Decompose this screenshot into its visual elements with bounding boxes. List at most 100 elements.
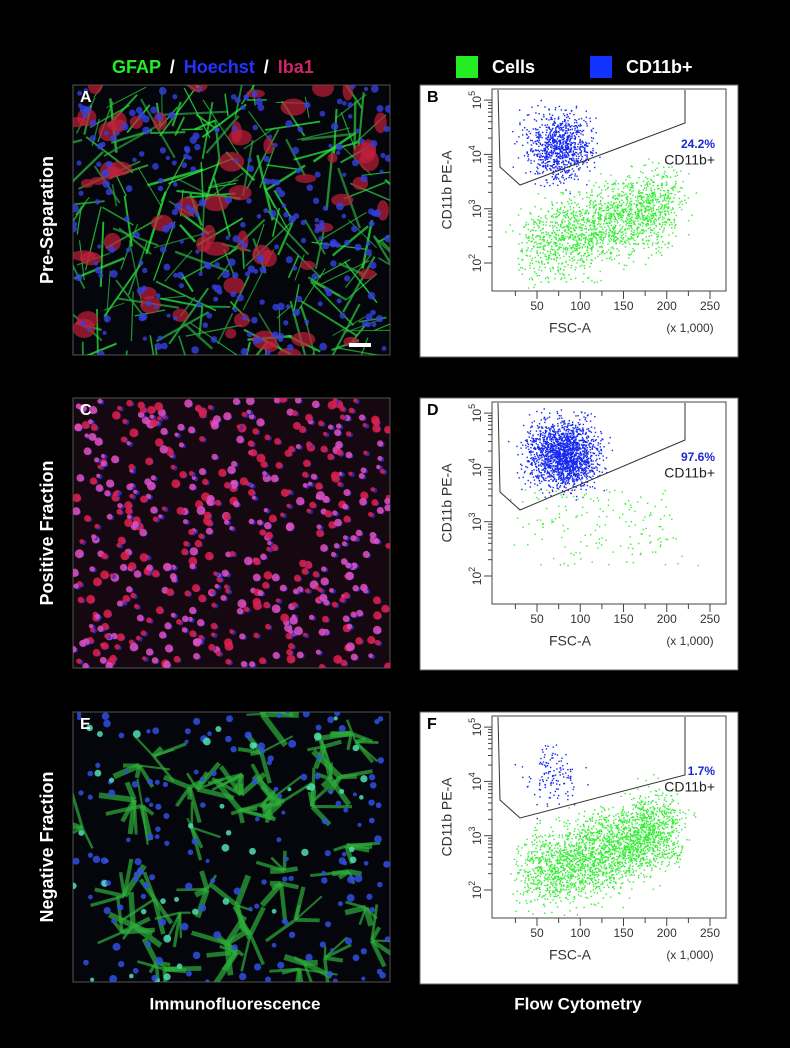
event <box>598 236 599 237</box>
event <box>538 261 539 262</box>
nucleus <box>231 94 237 100</box>
event <box>651 195 652 196</box>
event <box>611 184 612 185</box>
event <box>592 221 593 222</box>
event <box>573 250 574 251</box>
microglia <box>295 174 316 183</box>
event <box>577 415 578 416</box>
cell <box>104 633 109 638</box>
event <box>552 205 553 206</box>
event <box>629 187 630 188</box>
event <box>639 231 640 232</box>
cell <box>101 642 109 650</box>
x-tick-label: 50 <box>530 299 544 313</box>
event <box>548 144 549 145</box>
event <box>696 192 697 193</box>
event <box>599 194 600 195</box>
event <box>555 140 556 141</box>
event <box>613 209 614 210</box>
cell <box>142 656 146 660</box>
event <box>538 134 539 135</box>
event <box>660 252 661 253</box>
nucleus <box>342 101 347 106</box>
event <box>616 220 617 221</box>
event <box>609 230 610 231</box>
event <box>593 138 594 139</box>
event <box>590 486 591 487</box>
event <box>566 172 567 173</box>
nucleus <box>159 87 167 95</box>
event <box>563 235 564 236</box>
cell <box>129 483 134 488</box>
event <box>531 437 532 438</box>
nucleus <box>311 273 317 279</box>
event <box>596 152 597 153</box>
event <box>598 214 599 215</box>
event <box>558 116 559 117</box>
event <box>576 120 577 121</box>
event <box>579 234 580 235</box>
event <box>572 128 573 129</box>
cell <box>345 572 354 581</box>
cell <box>303 459 311 467</box>
event <box>558 235 559 236</box>
event <box>602 251 603 252</box>
event <box>565 133 566 134</box>
event <box>622 226 623 227</box>
cell <box>244 557 253 566</box>
event <box>654 194 655 195</box>
nucleus <box>337 99 343 105</box>
event <box>555 251 556 252</box>
event <box>567 264 568 265</box>
event <box>646 202 647 203</box>
event <box>613 239 614 240</box>
event <box>637 236 638 237</box>
event <box>569 136 570 137</box>
event <box>648 202 649 203</box>
event <box>550 225 551 226</box>
event <box>566 232 567 233</box>
cell <box>248 489 255 496</box>
event <box>631 216 632 217</box>
legend-label: Cells <box>492 57 535 77</box>
tick-base: 10 <box>470 150 484 164</box>
cell <box>229 629 234 634</box>
event <box>631 225 632 226</box>
event <box>555 127 556 128</box>
event <box>632 214 633 215</box>
event <box>516 141 517 142</box>
event <box>547 142 548 143</box>
event <box>621 214 622 215</box>
event <box>546 259 547 260</box>
event <box>630 182 631 183</box>
nucleus <box>228 258 236 266</box>
event <box>564 206 565 207</box>
event <box>655 214 656 215</box>
cell <box>352 585 358 591</box>
event <box>550 157 551 158</box>
event <box>526 222 527 223</box>
cell <box>331 471 340 480</box>
event <box>650 232 651 233</box>
cell <box>305 414 313 422</box>
event <box>680 170 681 171</box>
event <box>526 133 527 134</box>
event <box>550 170 551 171</box>
event <box>563 143 564 144</box>
event <box>647 215 648 216</box>
nucleus <box>331 123 339 131</box>
event <box>557 156 558 157</box>
event <box>591 189 592 190</box>
event <box>582 140 583 141</box>
event <box>640 210 641 211</box>
event <box>567 452 568 453</box>
event <box>588 254 589 255</box>
event <box>600 216 601 217</box>
event <box>534 119 535 120</box>
event <box>658 174 659 175</box>
event <box>622 231 623 232</box>
event <box>573 154 574 155</box>
event <box>518 136 519 137</box>
event <box>566 281 567 282</box>
event <box>565 110 566 111</box>
